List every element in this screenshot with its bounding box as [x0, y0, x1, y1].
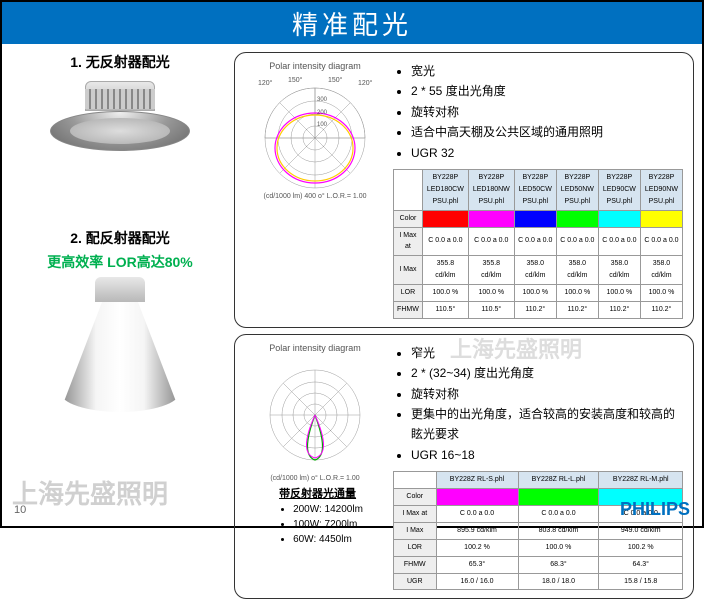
- table1-wrap: BY228P LED180CW PSU.phlBY228P LED180NW P…: [393, 169, 683, 319]
- polar1-sub: (cd/1000 lm) 400 o° L.O.R.= 1.00: [264, 193, 367, 200]
- svg-text:120°: 120°: [258, 79, 273, 87]
- right-column: Polar intensity diagram 120° 150° 150° 1…: [234, 52, 694, 482]
- b2-1: 旋转对称: [411, 384, 683, 404]
- page-number: 10: [14, 504, 26, 516]
- b2-3: UGR 16~18: [411, 445, 683, 465]
- section2-title: 2. 配反射器配光: [10, 228, 230, 248]
- lamp2-image: [10, 272, 230, 422]
- efficiency-text: 更高效率 LOR高达80%: [10, 252, 230, 272]
- bullets1: 宽光 2 * 55 度出光角度 旋转对称 适合中高天棚及公共区域的通用照明 UG…: [393, 61, 683, 319]
- polar2-area: Polar intensity diagram (cd/1000 lm) o° …: [245, 343, 385, 591]
- left-column: 1. 无反射器配光 2. 配反射器配光 更高效率 LOR高达80%: [10, 52, 230, 482]
- info-box-2: Polar intensity diagram (cd/1000 lm) o° …: [234, 334, 694, 599]
- footer: 10 PHILIPS: [2, 499, 702, 520]
- b2-0: 2 * (32~34) 度出光角度: [411, 363, 683, 383]
- b1-title: 宽光: [411, 61, 683, 81]
- spec-table-2: BY228Z RL-S.phlBY228Z RL-L.phlBY228Z RL-…: [393, 471, 683, 590]
- lamp2-block: 2. 配反射器配光 更高效率 LOR高达80%: [10, 228, 230, 422]
- svg-text:150°: 150°: [288, 76, 303, 84]
- svg-text:300: 300: [317, 97, 328, 103]
- lamp1-image: [10, 76, 230, 206]
- slide-header: 精准配光: [2, 2, 702, 44]
- lum-2: 60W: 4450lm: [293, 532, 363, 547]
- section1-title: 1. 无反射器配光: [10, 52, 230, 72]
- polar2-sub: (cd/1000 lm) o° L.O.R.= 1.00: [270, 475, 359, 482]
- b1-1: 旋转对称: [411, 102, 683, 122]
- info-box-1: Polar intensity diagram 120° 150° 150° 1…: [234, 52, 694, 328]
- content-area: 1. 无反射器配光 2. 配反射器配光 更高效率 LOR高达80%: [2, 44, 702, 482]
- svg-text:150°: 150°: [328, 76, 343, 84]
- brand-logo: PHILIPS: [620, 499, 690, 520]
- b1-0: 2 * 55 度出光角度: [411, 81, 683, 101]
- header-title: 精准配光: [292, 5, 412, 42]
- table2-wrap: BY228Z RL-S.phlBY228Z RL-L.phlBY228Z RL-…: [393, 471, 683, 590]
- b2-title: 窄光: [411, 343, 683, 363]
- svg-text:200: 200: [317, 110, 328, 116]
- polar1-diagram: 120° 150° 150° 120° 100 200 300: [250, 73, 380, 193]
- svg-text:100: 100: [317, 122, 328, 128]
- bullets2: 窄光 2 * (32~34) 度出光角度 旋转对称 更集中的出光角度，适合较高的…: [393, 343, 683, 591]
- polar1-area: Polar intensity diagram 120° 150° 150° 1…: [245, 61, 385, 319]
- polar2-diagram: [250, 355, 380, 475]
- b1-2: 适合中高天棚及公共区域的通用照明: [411, 122, 683, 142]
- b1-3: UGR 32: [411, 143, 683, 163]
- polar1-title: Polar intensity diagram: [269, 61, 361, 71]
- lamp1-block: 1. 无反射器配光: [10, 52, 230, 206]
- svg-text:120°: 120°: [358, 79, 373, 87]
- b2-2: 更集中的出光角度，适合较高的安装高度和较高的眩光要求: [411, 404, 683, 445]
- polar2-title: Polar intensity diagram: [269, 343, 361, 353]
- spec-table-1: BY228P LED180CW PSU.phlBY228P LED180NW P…: [393, 169, 683, 319]
